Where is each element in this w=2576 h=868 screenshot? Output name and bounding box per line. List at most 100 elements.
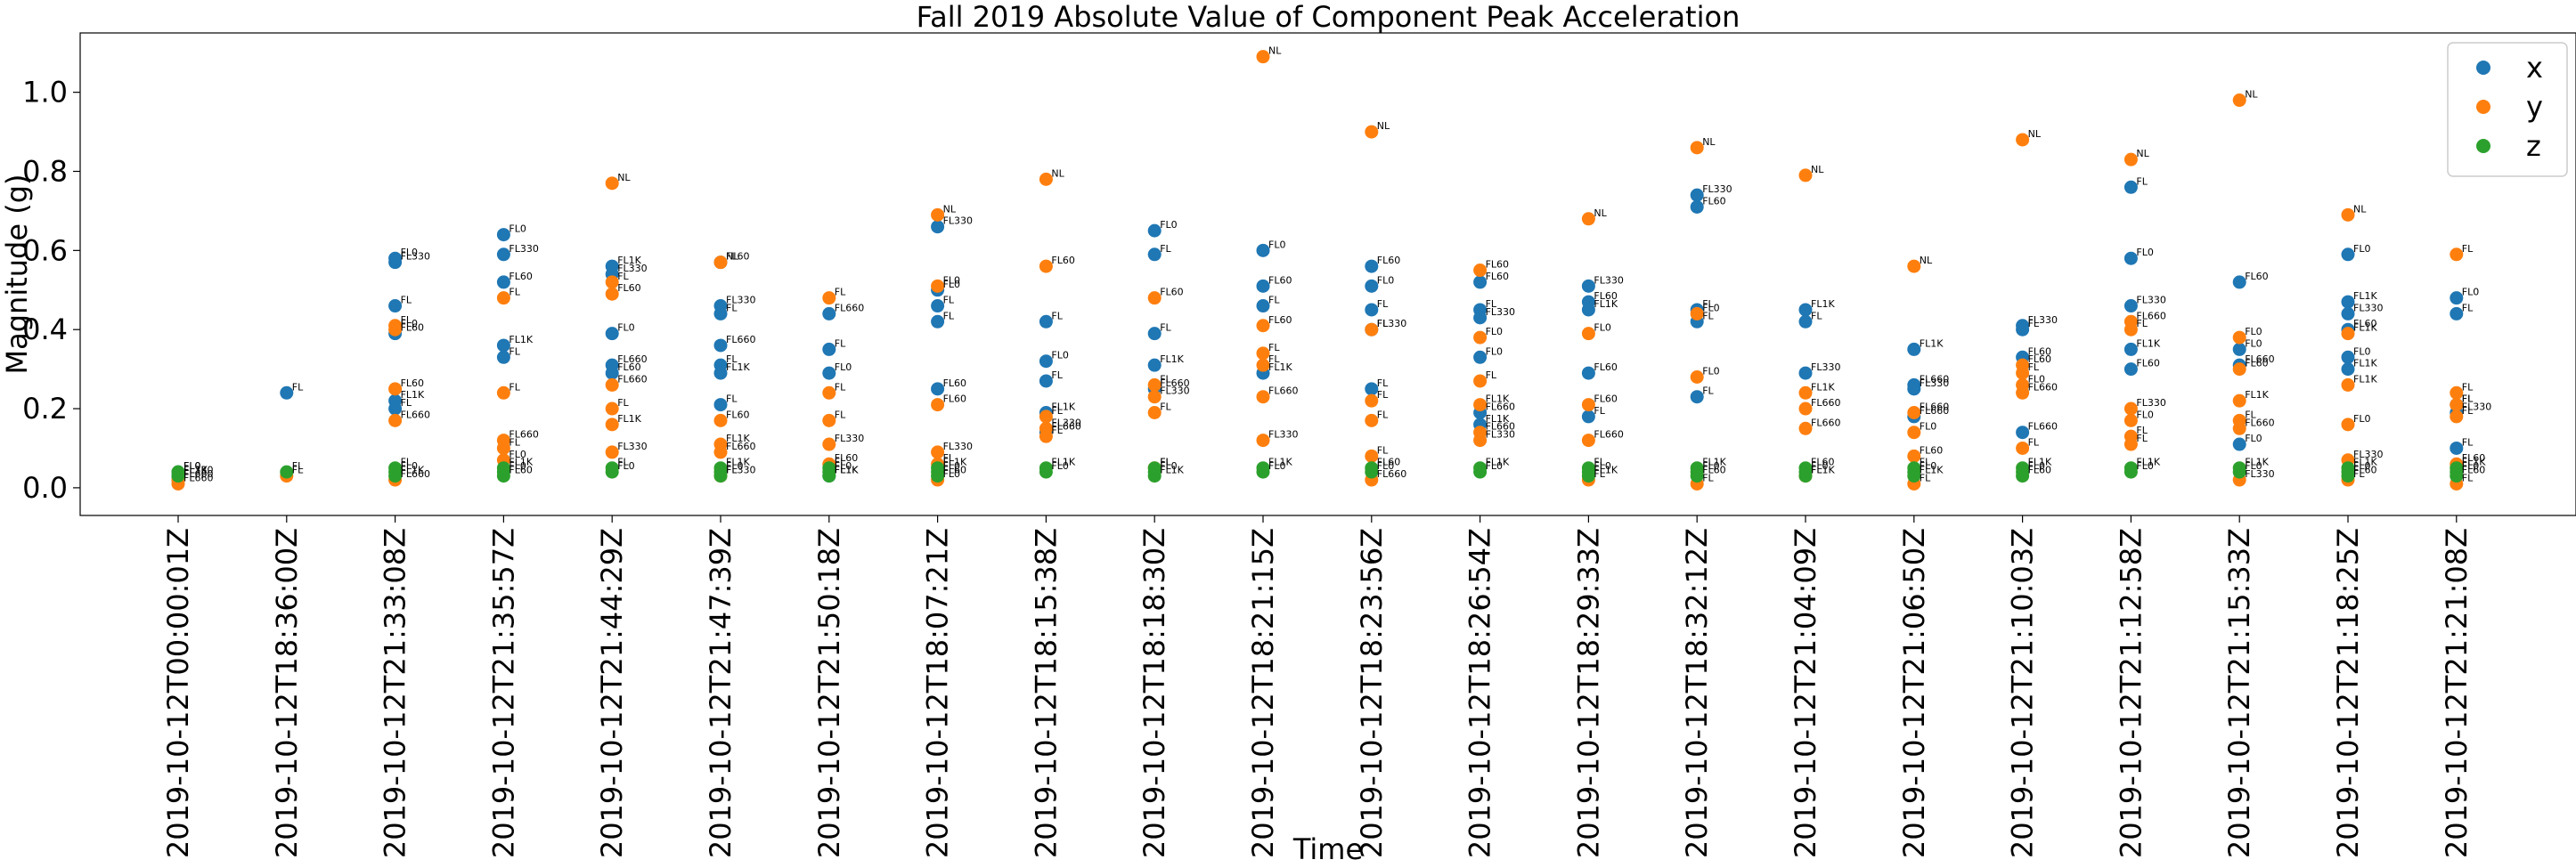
data-point-x [1581,279,1595,293]
data-point-x [1473,350,1488,364]
point-label: NL [943,203,957,215]
point-label: FL0 [943,274,960,286]
point-label: FL [1811,310,1822,321]
data-point-y [2341,418,2355,432]
y-tick-label: 0.6 [22,233,68,267]
point-label: FL0 [726,460,743,472]
legend: xyz [2447,42,2568,177]
point-label: FL330 [2028,314,2058,326]
x-tick-label: 2019-10-12T21:33:08Z [379,528,412,858]
data-point-z [1907,469,1921,483]
point-label: FL [1594,468,1605,480]
point-label: FL [2136,175,2148,187]
point-label: FL60 [1594,393,1617,405]
point-label: FL660 [183,468,213,480]
x-tick-label: 2019-10-12T21:47:39Z [704,528,738,858]
point-label: FL [1268,353,1280,365]
y-tick-label: 0.8 [22,154,68,188]
point-label: FL1K [1051,401,1075,412]
point-label: FL [1160,243,1171,255]
point-label: FL [2028,361,2040,373]
point-label: FL330 [1377,318,1406,329]
y-tick-label: 1.0 [22,76,68,110]
point-label: FL1K [1594,465,1618,476]
point-label: FL [509,381,520,393]
data-point-y [822,385,836,400]
data-point-x [496,338,510,353]
data-point-x [2341,247,2355,262]
point-label: FL330 [617,263,647,274]
point-label: FL1K [1811,465,1835,476]
data-point-z [713,469,728,483]
point-label: FL [292,465,304,476]
data-point-x [605,366,619,380]
x-tick-label: 2019-10-12T18:15:38Z [1029,528,1063,858]
data-point-x [2232,342,2246,356]
point-label: FL0 [2353,345,2370,357]
y-tick-label: 0.0 [22,471,68,505]
data-point-x [2016,426,2030,440]
data-point-y [1256,434,1270,448]
point-label: FL [1702,385,1714,397]
data-point-y [388,322,403,337]
y-tick-label: 0.2 [22,392,68,426]
point-label: FL [1920,457,1931,468]
point-label: FL1K [1268,457,1292,468]
point-label: FL60 [1051,255,1074,266]
data-point-y [931,445,945,459]
point-label: FL1K [1811,298,1835,310]
data-point-x [1365,303,1379,317]
point-label: FL1K [401,389,425,401]
point-label: FL1K [1051,457,1075,468]
point-label: FL1K [1811,381,1835,393]
data-point-y [1690,306,1704,320]
data-point-z [2124,461,2138,475]
point-label: FL60 [1160,287,1183,298]
data-point-z [2016,469,2030,483]
point-label: FL0 [509,449,526,460]
point-label: FL1K [617,255,641,266]
data-point-y [1798,421,1813,435]
data-point-z [171,469,185,483]
data-point-z [2450,469,2464,483]
point-label: FL60 [2028,353,2051,365]
point-label: FL60 [2353,318,2376,329]
point-label: FL60 [401,377,424,389]
point-label: FL0 [943,468,960,480]
data-point-x [1256,299,1270,313]
x-tick-label: 2019-10-12T00:00:01Z [161,528,195,858]
point-label: FL [1160,373,1171,385]
point-label: FL [1051,369,1063,381]
data-point-y [388,413,403,427]
point-label: FL [835,381,846,393]
point-label: FL60 [2353,465,2376,476]
point-label: FL660 [617,353,647,365]
data-point-y [605,287,619,301]
point-label: FL60 [617,361,640,373]
point-label: FL660 [401,409,430,420]
point-label: FL [2462,436,2474,448]
point-label: FL0 [1160,460,1177,472]
point-label: FL660 [401,468,430,480]
data-point-x [931,220,945,234]
point-label: FL60 [726,251,749,263]
data-point-x [1690,188,1704,202]
point-label: FL [509,345,520,357]
data-point-y [2450,398,2464,412]
data-point-x [713,366,728,380]
point-label: FL0 [1160,219,1177,231]
point-label: NL [1377,120,1390,132]
point-label: FL [509,436,520,448]
point-label: FL1K [2462,457,2486,468]
data-point-y [1256,390,1270,404]
data-point-y [496,385,510,400]
point-label: FL0 [2462,287,2479,298]
data-point-x [2232,275,2246,289]
point-label: FL0 [943,279,960,290]
point-label: FL0 [835,460,852,472]
point-label: FL60 [2028,345,2051,357]
point-label: FL [2462,472,2474,483]
point-label: FL [401,397,412,409]
point-label: FL0 [401,318,418,329]
point-label: FL1K [2353,373,2377,385]
